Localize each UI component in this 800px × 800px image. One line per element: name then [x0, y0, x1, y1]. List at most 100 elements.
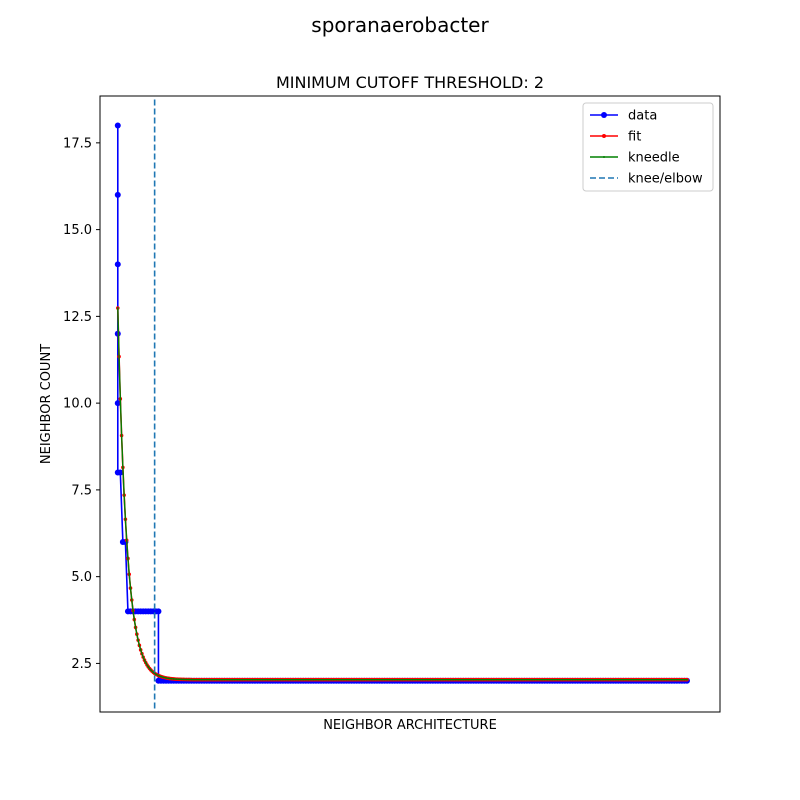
kneedle-point	[320, 678, 322, 681]
kneedle-point	[586, 678, 589, 681]
kneedle-point	[243, 678, 246, 681]
kneedle-point	[165, 677, 167, 679]
kneedle-point	[172, 678, 175, 680]
kneedle-point	[396, 678, 399, 681]
data-point	[114, 191, 121, 198]
kneedle-point	[561, 678, 564, 681]
kneedle-point	[498, 678, 500, 681]
kneedle-point	[683, 678, 686, 681]
kneedle-point	[256, 678, 259, 681]
kneedle-point	[185, 678, 188, 681]
kneedle-point	[487, 678, 490, 681]
kneedle-point	[640, 678, 643, 681]
kneedle-point	[350, 678, 353, 681]
kneedle-point	[205, 678, 208, 681]
kneedle-point	[655, 678, 658, 681]
kneedle-point	[645, 678, 648, 681]
kneedle-point	[167, 677, 170, 680]
kneedle-point	[373, 678, 376, 681]
kneedle-point	[160, 675, 162, 678]
kneedle-point	[213, 678, 216, 681]
kneedle-point	[503, 678, 505, 681]
kneedle-point	[470, 678, 472, 681]
kneedle-point	[528, 678, 531, 681]
kneedle-point	[246, 678, 249, 681]
kneedle-point	[269, 678, 272, 681]
kneedle-point	[157, 674, 160, 677]
kneedle-point	[121, 466, 124, 469]
kneedle-point	[335, 678, 338, 681]
kneedle-point	[513, 678, 516, 681]
legend-label: kneedle	[628, 151, 680, 166]
kneedle-point	[327, 678, 330, 681]
kneedle-point	[670, 678, 673, 681]
kneedle-point	[609, 678, 612, 681]
kneedle-point	[566, 678, 569, 681]
kneedle-point	[505, 678, 508, 681]
kneedle-point	[607, 678, 610, 681]
data-point	[117, 469, 124, 476]
kneedle-point	[663, 678, 665, 681]
kneedle-point	[348, 678, 350, 681]
kneedle-point	[292, 678, 295, 681]
kneedle-point	[129, 587, 132, 589]
kneedle-point	[317, 678, 320, 681]
kneedle-point	[251, 678, 254, 681]
kneedle-point	[617, 678, 620, 681]
kneedle-point	[289, 678, 292, 681]
kneedle-point	[241, 678, 244, 681]
kneedle-point	[630, 678, 632, 681]
kneedle-point	[510, 678, 513, 681]
kneedle-point	[142, 656, 145, 659]
kneedle-point	[508, 678, 510, 681]
plot-frame	[99, 95, 721, 713]
kneedle-point	[162, 676, 165, 679]
kneedle-point	[492, 678, 495, 681]
legend-box	[582, 102, 714, 192]
kneedle-point	[635, 678, 638, 681]
kneedle-point	[660, 678, 663, 681]
kneedle-point	[612, 678, 615, 681]
data-point	[114, 261, 121, 268]
kneedle-point	[343, 678, 345, 681]
kneedle-point	[152, 671, 155, 674]
kneedle-point	[386, 678, 389, 681]
kneedle-point	[500, 678, 503, 681]
kneedle-point	[538, 678, 541, 681]
kneedle-point	[653, 678, 655, 681]
kneedle-point	[193, 678, 195, 681]
kneedle-point	[604, 678, 607, 681]
kneedle-point	[337, 678, 340, 681]
kneedle-point	[449, 678, 452, 681]
data-point	[114, 400, 121, 407]
kneedle-point	[279, 678, 282, 681]
kneedle-point	[406, 678, 409, 681]
kneedle-point	[647, 678, 650, 681]
kneedle-point	[686, 678, 688, 681]
kneedle-point	[650, 678, 653, 681]
data-point	[114, 122, 121, 129]
kneedle-point	[625, 678, 627, 681]
kneedle-point	[665, 678, 668, 681]
y-axis-ticks: 2.5 5.0 7.5 10.0 12.5 15.0 17.5	[63, 136, 100, 672]
kneedle-point	[276, 678, 279, 681]
kneedle-point	[480, 678, 483, 681]
kneedle-point	[553, 678, 556, 681]
kneedle-point	[188, 678, 190, 681]
kneedle-point	[190, 678, 193, 681]
kneedle-point	[195, 678, 198, 681]
plot-area	[114, 97, 690, 709]
kneedle-point	[536, 678, 538, 681]
kneedle-point	[541, 678, 544, 681]
kneedle-point	[414, 678, 416, 681]
kneedle-point	[175, 678, 178, 681]
kneedle-point	[477, 678, 480, 681]
kneedle-point	[353, 678, 355, 681]
kneedle-point	[597, 678, 599, 681]
kneedle-point	[520, 678, 523, 681]
series-kneedle	[116, 307, 688, 681]
series-data	[114, 122, 690, 684]
kneedle-point	[559, 678, 561, 681]
kneedle-point	[345, 678, 348, 681]
